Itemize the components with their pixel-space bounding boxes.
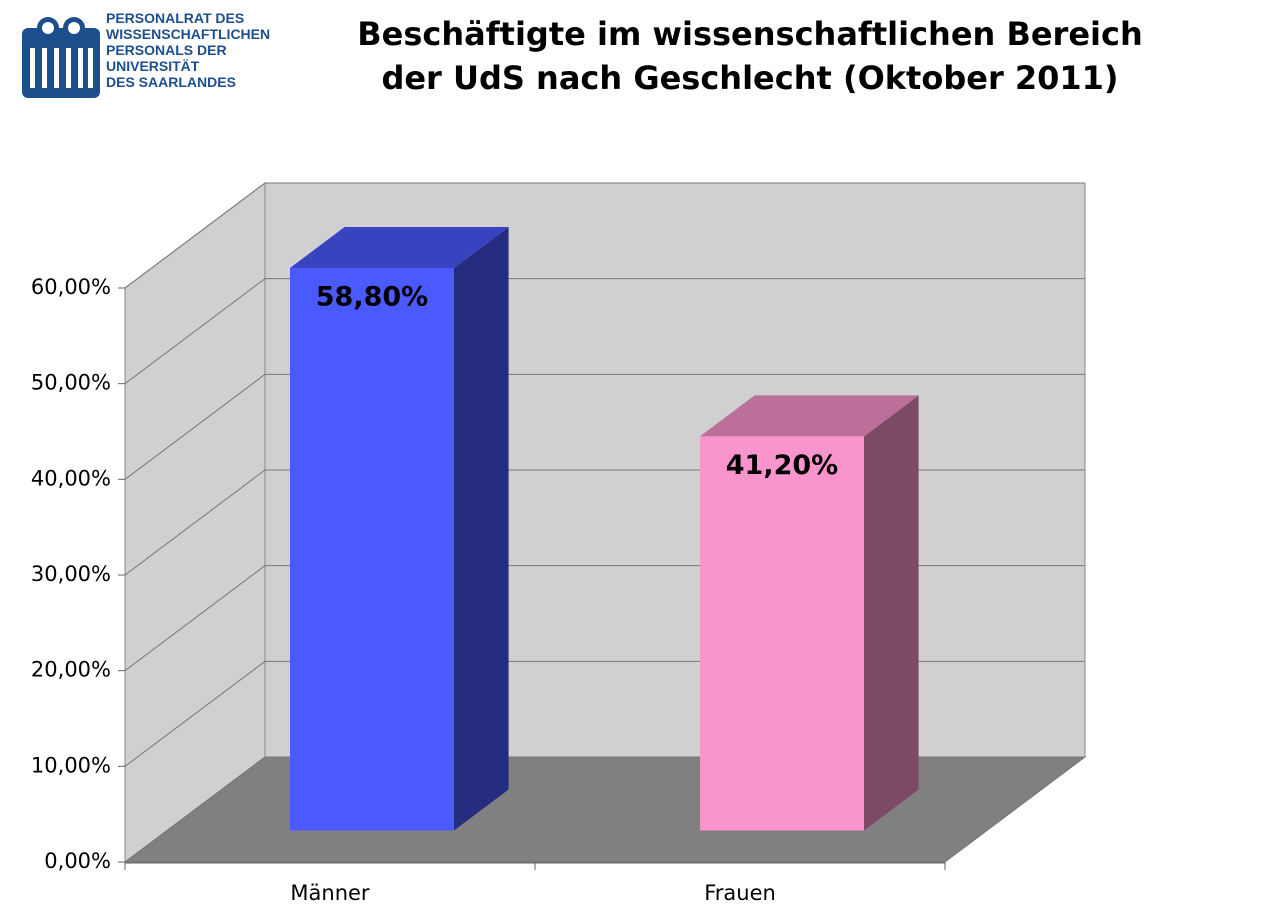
logo-icon [22,17,100,98]
grid-line [124,565,266,672]
grid-line [124,182,266,289]
y-tick-label: 50,00% [31,371,111,395]
floor [123,756,1087,863]
logo-text: PERSONALRAT DES WISSENSCHAFTLICHEN PERSO… [106,10,271,90]
x-tick-label: Männer [290,881,370,905]
y-tick-label: 10,00% [31,753,111,777]
y-tick-label: 40,00% [31,466,111,490]
chart-title: Beschäftigte im wissenschaftlichen Berei… [357,15,1143,97]
x-tick-label: Frauen [704,881,776,905]
bar-top [700,395,919,437]
grid-line [124,278,266,385]
y-tick-label: 60,00% [31,275,111,299]
grid-line [124,373,266,480]
bar-side [454,227,509,831]
bar-top [290,227,509,268]
y-tick-label: 30,00% [31,562,111,586]
grid-line [124,660,266,767]
value-label: 41,20% [726,450,838,481]
y-tick-label: 20,00% [31,658,111,682]
grid-line [124,469,266,576]
bar-side [864,395,919,831]
y-tick-label: 0,00% [44,849,111,873]
bar [700,436,864,831]
value-label: 58,80% [316,281,428,312]
bar [290,267,454,831]
